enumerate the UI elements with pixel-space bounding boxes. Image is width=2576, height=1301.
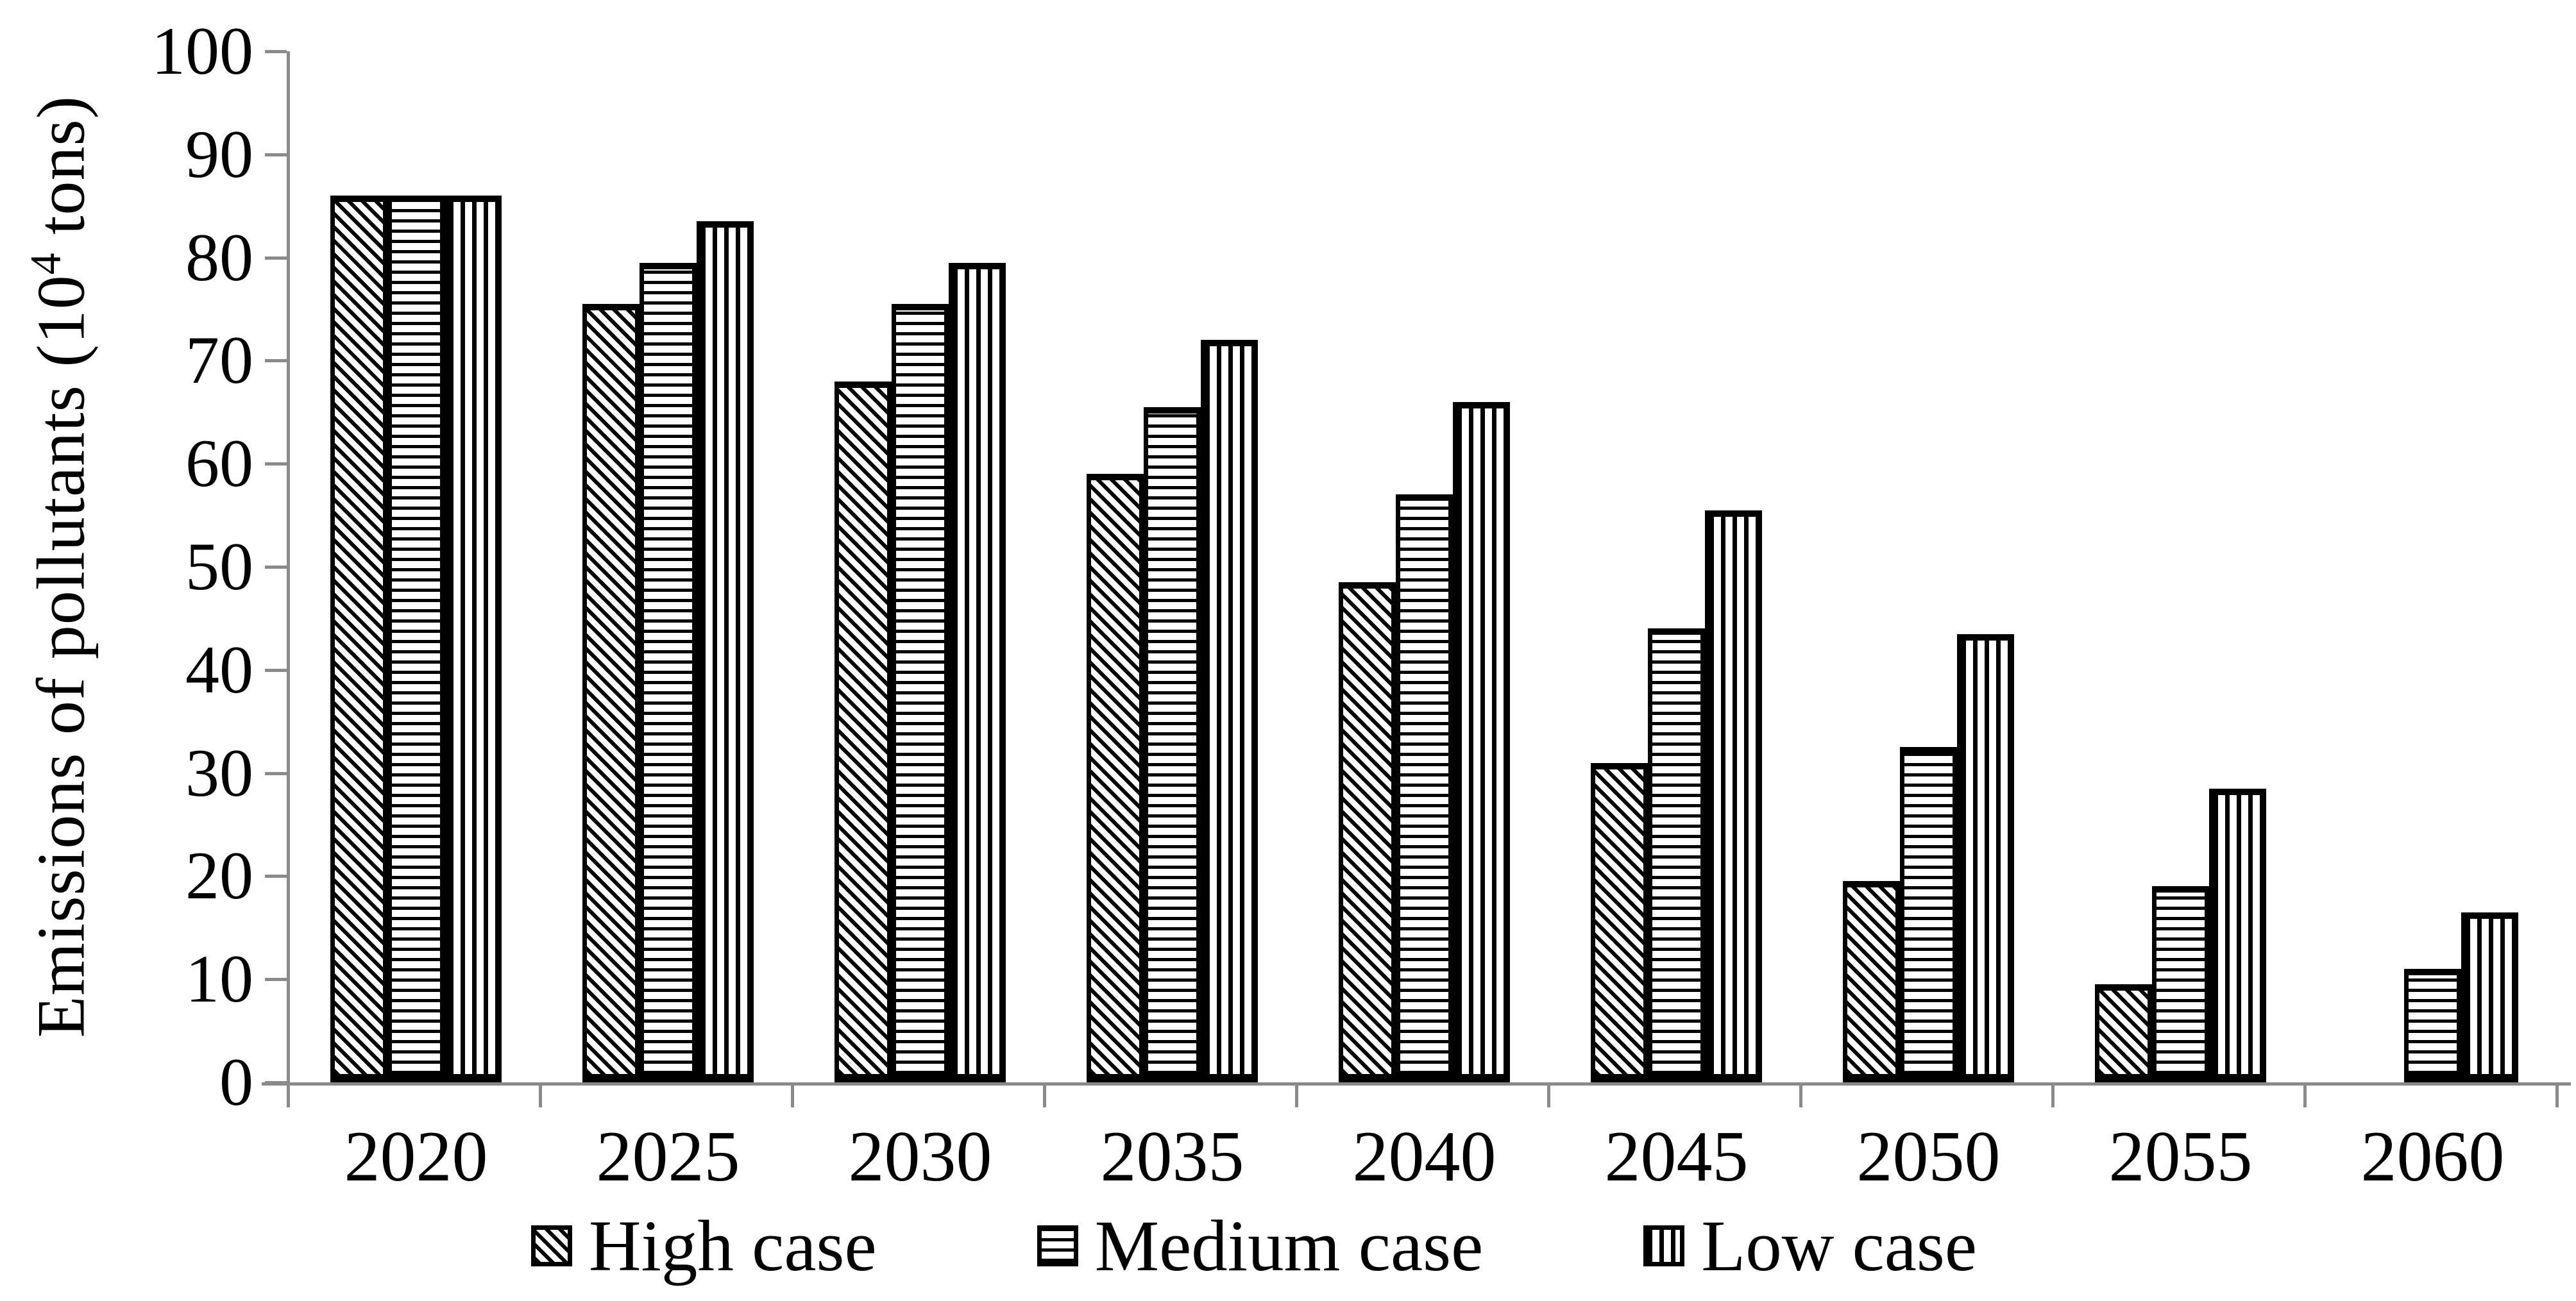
x-tick (539, 1086, 542, 1107)
legend-label: Medium case (1094, 1205, 1484, 1286)
x-tick (2303, 1086, 2307, 1107)
bar-medium-case-2025 (640, 262, 697, 1082)
diagonal-stripes-swatch-icon (530, 1225, 572, 1266)
y-tick (265, 359, 287, 363)
x-axis-label: 2040 (1352, 1117, 1496, 1196)
bar-medium-case-2020 (387, 196, 445, 1082)
bar-medium-case-2035 (1144, 407, 1201, 1082)
x-tick (791, 1086, 794, 1107)
bar-high-case-2020 (330, 196, 387, 1082)
bar-medium-case-2050 (1900, 747, 1957, 1082)
x-axis-label: 2020 (344, 1117, 488, 1196)
bar-low-case-2060 (2461, 912, 2518, 1082)
legend-item-high-case: High case (530, 1205, 877, 1286)
bar-low-case-2050 (1957, 634, 2014, 1082)
y-tick (265, 566, 287, 569)
bar-high-case-2045 (1591, 762, 1648, 1082)
horizontal-stripes-swatch-icon (1037, 1225, 1078, 1266)
y-tick (265, 875, 287, 878)
y-tick-label: 20 (185, 838, 253, 914)
x-axis-label: 2045 (1604, 1117, 1749, 1196)
legend-item-medium-case: Medium case (1037, 1205, 1484, 1286)
bar-medium-case-2040 (1396, 494, 1453, 1082)
x-tick (2051, 1086, 2055, 1107)
bar-high-case-2055 (2095, 984, 2152, 1082)
x-tick (1295, 1086, 1298, 1107)
legend-label: High case (588, 1205, 877, 1286)
x-axis-line (262, 1082, 2571, 1086)
bar-low-case-2025 (697, 221, 754, 1082)
y-tick-label: 80 (185, 219, 253, 295)
y-tick-label: 50 (185, 529, 253, 604)
y-tick (265, 978, 287, 982)
bar-medium-case-2060 (2404, 969, 2461, 1082)
y-axis-line (287, 51, 290, 1104)
y-tick (265, 50, 287, 53)
x-axis-label: 2050 (1856, 1117, 2001, 1196)
x-tick (2555, 1086, 2559, 1107)
bar-low-case-2030 (949, 262, 1006, 1082)
y-tick-label: 100 (151, 13, 253, 88)
y-tick (265, 462, 287, 466)
x-axis-label: 2030 (848, 1117, 992, 1196)
x-tick (1547, 1086, 1550, 1107)
bar-high-case-2030 (835, 381, 892, 1082)
bar-high-case-2040 (1339, 582, 1396, 1082)
bar-low-case-2040 (1453, 401, 1510, 1082)
y-tick-label: 0 (219, 1045, 253, 1120)
y-tick-label: 40 (185, 632, 253, 707)
x-axis-label: 2055 (2108, 1117, 2253, 1196)
y-tick (265, 771, 287, 775)
y-tick-label: 10 (185, 941, 253, 1017)
y-tick-label: 60 (185, 426, 253, 501)
vertical-stripes-swatch-icon (1643, 1225, 1685, 1266)
bar-low-case-2045 (1705, 510, 1762, 1082)
bar-medium-case-2055 (2152, 886, 2209, 1082)
bar-low-case-2035 (1201, 340, 1258, 1082)
bar-high-case-2025 (582, 303, 640, 1082)
x-axis-label: 2060 (2360, 1117, 2505, 1196)
chart-legend: High case Medium case Low case (0, 1198, 2508, 1294)
bar-medium-case-2045 (1648, 628, 1705, 1082)
x-tick (1799, 1086, 1802, 1107)
legend-item-low-case: Low case (1643, 1210, 1977, 1282)
y-tick (265, 668, 287, 672)
y-tick-label: 30 (185, 735, 253, 810)
legend-label: Low case (1701, 1205, 1978, 1286)
bar-medium-case-2030 (892, 303, 949, 1082)
x-tick (1043, 1086, 1046, 1107)
y-tick-label: 70 (185, 323, 253, 398)
bar-low-case-2055 (2209, 788, 2266, 1082)
bar-high-case-2035 (1087, 474, 1144, 1082)
bar-low-case-2020 (445, 196, 502, 1082)
x-tick (287, 1086, 290, 1107)
y-tick (265, 1081, 287, 1084)
bar-high-case-2050 (1843, 881, 1900, 1082)
y-tick (265, 256, 287, 260)
y-tick-label: 90 (185, 116, 253, 192)
x-axis-label: 2035 (1100, 1117, 1244, 1196)
x-axis-label: 2025 (596, 1117, 740, 1196)
y-tick (265, 153, 287, 156)
